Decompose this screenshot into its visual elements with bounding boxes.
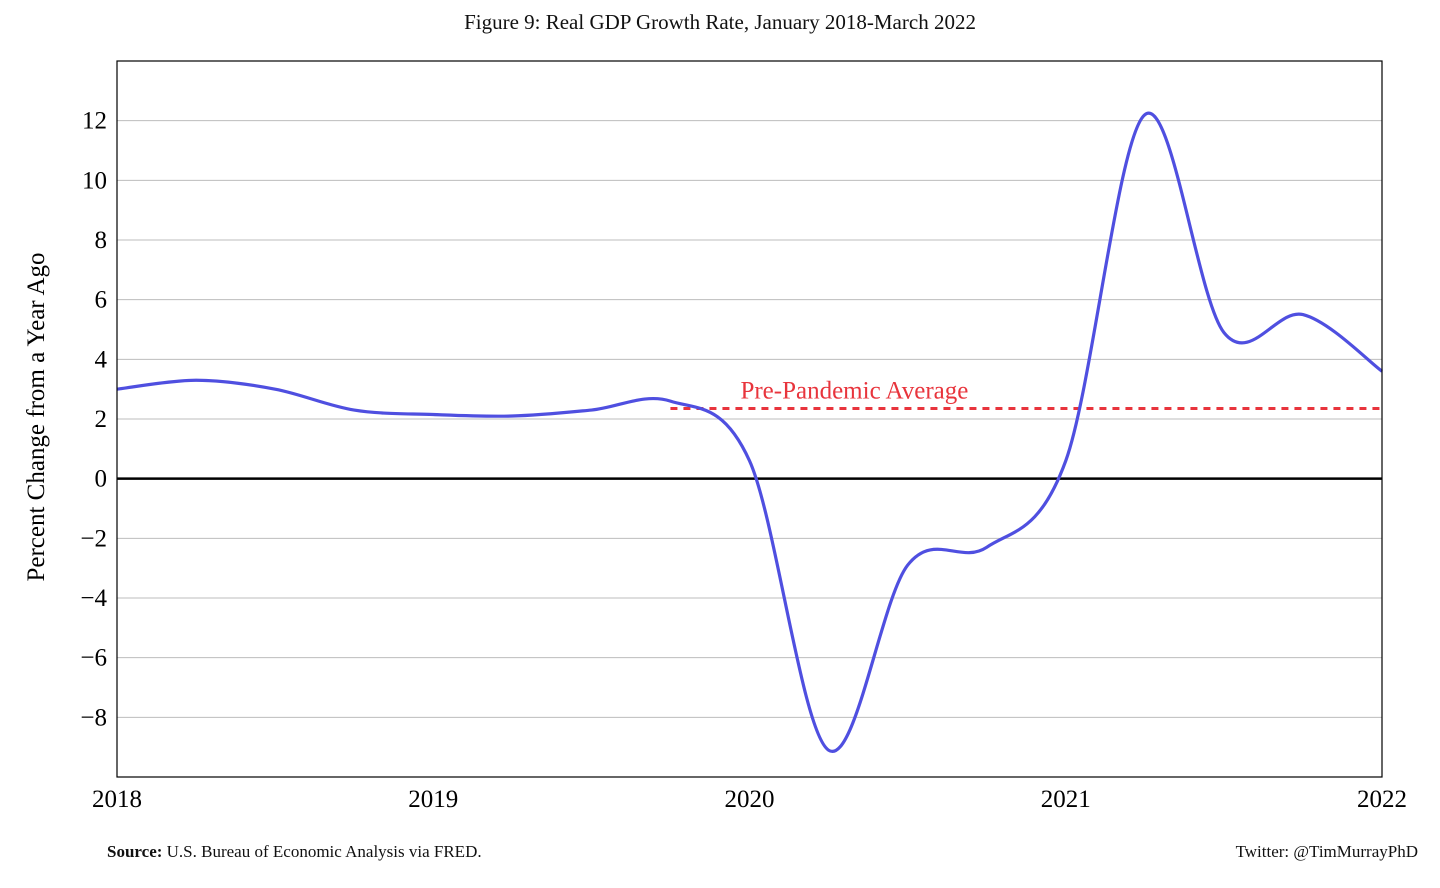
reference-line-label: Pre-Pandemic Average xyxy=(740,378,968,405)
x-tick-label: 2019 xyxy=(408,786,458,813)
y-tick-label: −4 xyxy=(80,585,107,612)
x-tick-label: 2021 xyxy=(1041,786,1091,813)
source-label: Source: xyxy=(107,842,163,861)
y-axis-label: Percent Change from a Year Ago xyxy=(23,252,50,581)
y-tick-label: 12 xyxy=(82,108,107,135)
x-tick-label: 2020 xyxy=(725,786,775,813)
source-text: U.S. Bureau of Economic Analysis via FRE… xyxy=(166,842,482,861)
plot-frame xyxy=(116,60,1383,778)
y-tick-label: 2 xyxy=(95,406,108,433)
series-group xyxy=(116,111,1383,753)
y-tick-labels: −8 −6 −4 −2 0 2 4 6 8 10 12 xyxy=(80,108,107,732)
y-tick-label: −2 xyxy=(80,525,107,552)
y-tick-label: 0 xyxy=(95,466,108,493)
gridlines xyxy=(117,120,1382,718)
y-tick-label: −6 xyxy=(80,645,107,672)
y-tick-label: 4 xyxy=(95,346,108,373)
x-tick-label: 2018 xyxy=(92,786,142,813)
x-tick-label: 2022 xyxy=(1357,786,1407,813)
gdp-growth-series-line xyxy=(116,111,1383,753)
source-note: Source: U.S. Bureau of Economic Analysis… xyxy=(107,842,482,862)
credit-note: Twitter: @TimMurrayPhD xyxy=(1235,842,1418,861)
chart-title: Figure 9: Real GDP Growth Rate, January … xyxy=(464,10,976,34)
y-tick-label: 10 xyxy=(82,167,107,194)
y-tick-label: 6 xyxy=(95,287,108,314)
y-tick-label: 8 xyxy=(95,227,108,254)
x-tick-labels: 2018 2019 2020 2021 2022 xyxy=(92,786,1407,813)
y-tick-label: −8 xyxy=(80,704,107,731)
